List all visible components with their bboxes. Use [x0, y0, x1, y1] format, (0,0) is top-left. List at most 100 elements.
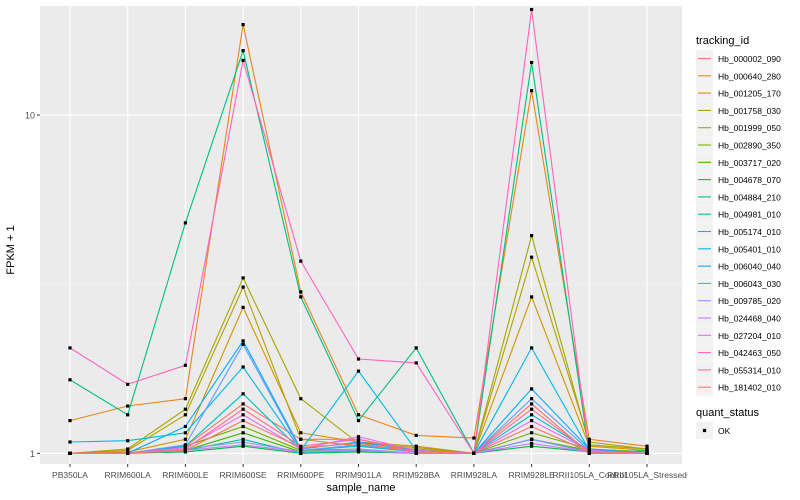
data-point	[530, 413, 534, 417]
data-point	[356, 419, 361, 423]
data-point	[530, 431, 534, 435]
legend-item: Hb_002890_350	[696, 136, 781, 154]
data-point	[356, 369, 361, 373]
legend-item: Hb_001999_050	[696, 119, 781, 137]
data-point	[530, 397, 534, 401]
data-point	[241, 443, 245, 447]
data-point	[299, 450, 303, 454]
legend-label: Hb_004678_070	[718, 175, 781, 185]
x-tick-label: RRIM600SE	[219, 470, 267, 480]
legend-item: Hb_000002_090	[696, 50, 781, 67]
grid-major	[40, 6, 682, 464]
legend-label: Hb_009785_020	[718, 296, 781, 306]
legend-item: Hb_005401_010	[696, 240, 781, 258]
data-point	[241, 431, 245, 435]
data-point	[299, 259, 303, 263]
x-tick-label: PB350LA	[52, 470, 88, 480]
x-tick-label: RRIM928BA	[393, 470, 441, 480]
legend-label: Hb_006040_040	[718, 262, 781, 272]
data-point	[530, 255, 534, 259]
data-point	[530, 424, 534, 429]
data-point	[530, 387, 534, 391]
data-point	[587, 450, 591, 454]
data-point	[241, 58, 245, 62]
x-axis: PB350LA RRIM600LA RRIM600LE RRIM600SE RRIM60…	[52, 464, 687, 480]
legend-label: Hb_000640_280	[718, 71, 781, 81]
data-point	[183, 448, 187, 452]
data-point	[530, 441, 534, 445]
data-point	[126, 413, 130, 417]
data-point	[414, 446, 418, 450]
data-point	[126, 439, 130, 443]
data-point	[530, 89, 534, 93]
legend-label: Hb_003717_020	[718, 158, 781, 168]
plot-panel	[40, 6, 682, 464]
data-point	[587, 443, 591, 447]
legend-label: Hb_024468_040	[718, 314, 781, 324]
data-point	[356, 413, 361, 417]
y-axis: 1 10	[25, 111, 40, 459]
data-point	[530, 444, 534, 448]
data-point	[299, 437, 303, 441]
data-point	[241, 305, 245, 309]
data-point	[530, 407, 534, 411]
legend-title: tracking_id	[696, 35, 749, 47]
legend-item: Hb_006040_040	[696, 257, 781, 275]
legend-item: Hb_181402_010	[696, 378, 781, 396]
shape-legend-items: OK	[696, 422, 731, 439]
y-tick-label: 10	[25, 111, 35, 121]
data-point	[241, 419, 245, 423]
data-point	[241, 424, 245, 429]
data-point	[299, 397, 303, 401]
x-tick-label: RRII105LA_Stressed	[607, 470, 687, 480]
data-point	[299, 290, 303, 294]
data-point	[183, 431, 187, 435]
data-point	[126, 451, 130, 455]
legend-item: Hb_001205_170	[696, 84, 781, 102]
legend-item: Hb_009785_020	[696, 292, 781, 310]
data-point	[183, 443, 187, 447]
data-point	[645, 448, 649, 452]
data-point	[241, 437, 245, 441]
data-point	[241, 285, 245, 289]
legend-label: Hb_004884_210	[718, 192, 781, 202]
legend-item: Hb_000640_280	[696, 67, 781, 85]
data-point	[645, 451, 649, 455]
legend-item: Hb_055314_010	[696, 361, 781, 379]
legend-item: Hb_006043_030	[696, 274, 781, 292]
data-point	[241, 407, 245, 411]
y-tick-label: 1	[30, 449, 35, 459]
data-point	[68, 451, 72, 455]
legend-label: Hb_055314_010	[718, 365, 781, 375]
data-point	[356, 357, 361, 361]
data-point	[241, 440, 245, 444]
legend-label: Hb_002890_350	[718, 141, 781, 151]
shape-legend-item: OK	[696, 422, 731, 439]
legend-label: Hb_042463_050	[718, 348, 781, 358]
y-axis-title: FPKM + 1	[5, 225, 17, 274]
data-point	[183, 413, 187, 417]
legend-item: Hb_027204_010	[696, 326, 781, 344]
legend-label: Hb_000002_090	[718, 54, 781, 64]
data-point	[530, 295, 534, 299]
data-point	[68, 378, 72, 382]
data-point	[183, 437, 187, 441]
x-tick-label: RRIM901LA	[335, 470, 382, 480]
legend-item: Hb_004981_010	[696, 205, 781, 223]
data-point	[183, 397, 187, 401]
x-tick-label: RRIM928LE	[508, 470, 555, 480]
data-point	[241, 339, 245, 343]
legend-label: Hb_001758_030	[718, 106, 781, 116]
data-point	[356, 435, 361, 439]
legend-label: Hb_001999_050	[718, 123, 781, 133]
data-point	[299, 431, 303, 435]
data-point	[530, 419, 534, 423]
data-point	[530, 402, 534, 406]
data-point	[126, 382, 130, 386]
data-point	[414, 450, 418, 454]
data-point	[356, 447, 361, 451]
x-tick-label: RRIM600LE	[162, 470, 209, 480]
x-tick-label: RRII105LA_Control	[552, 470, 626, 480]
legend-label: Hb_005174_010	[718, 227, 781, 237]
